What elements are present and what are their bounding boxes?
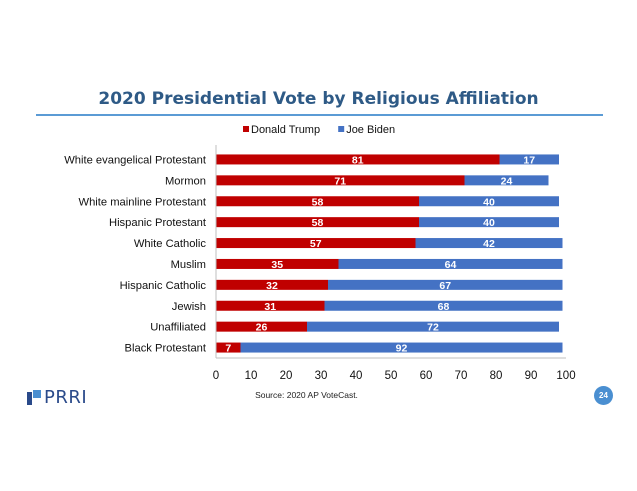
data-label: 35 bbox=[271, 259, 283, 271]
x-tick-label: 60 bbox=[420, 370, 433, 382]
logo-text: PRRI bbox=[44, 387, 88, 408]
data-label: 26 bbox=[256, 322, 268, 334]
category-label: Black Protestant bbox=[125, 343, 207, 355]
data-label: 68 bbox=[438, 301, 450, 313]
x-tick-label: 90 bbox=[525, 370, 538, 382]
bar-segment bbox=[216, 238, 416, 249]
x-tick-label: 70 bbox=[455, 370, 468, 382]
bar-segment bbox=[324, 300, 563, 311]
bar-segment bbox=[240, 342, 563, 353]
bar-segment bbox=[307, 321, 559, 332]
bar-segment bbox=[216, 196, 419, 207]
category-label: Mormon bbox=[165, 175, 206, 187]
legend-label: Joe Biden bbox=[346, 124, 395, 136]
bar-segment bbox=[419, 196, 559, 207]
data-label: 58 bbox=[312, 217, 324, 229]
bar-segment bbox=[216, 217, 419, 228]
x-tick-label: 100 bbox=[556, 370, 575, 382]
category-label: Hispanic Catholic bbox=[120, 280, 207, 292]
x-tick-label: 40 bbox=[350, 370, 363, 382]
prri-logo: PRRI bbox=[27, 387, 87, 408]
legend-swatch bbox=[243, 126, 249, 132]
data-label: 57 bbox=[310, 238, 322, 250]
data-label: 67 bbox=[439, 280, 451, 292]
category-label: Hispanic Protestant bbox=[109, 217, 207, 229]
bar-segment bbox=[499, 154, 559, 165]
category-label: Unaffiliated bbox=[150, 322, 206, 334]
legend-label: Donald Trump bbox=[251, 124, 320, 136]
data-label: 40 bbox=[483, 217, 495, 229]
title-divider bbox=[36, 114, 603, 116]
bar-segment bbox=[216, 279, 328, 290]
x-tick-label: 20 bbox=[280, 370, 293, 382]
x-tick-label: 10 bbox=[245, 370, 258, 382]
data-label: 42 bbox=[483, 238, 495, 250]
bar-segment bbox=[216, 258, 339, 269]
category-label: Jewish bbox=[172, 301, 206, 313]
prri-logo-icon bbox=[27, 389, 41, 405]
bar-segment bbox=[216, 175, 465, 186]
data-label: 40 bbox=[483, 196, 495, 208]
bar-segment bbox=[338, 258, 563, 269]
x-tick-label: 50 bbox=[385, 370, 398, 382]
x-tick-label: 0 bbox=[213, 370, 219, 382]
bar-segment bbox=[216, 154, 500, 165]
data-label: 31 bbox=[264, 301, 276, 313]
category-label: White evangelical Protestant bbox=[64, 154, 207, 166]
bar-segment bbox=[419, 217, 559, 228]
category-label: White mainline Protestant bbox=[79, 196, 207, 208]
bar-segment bbox=[328, 279, 563, 290]
bar-segment bbox=[216, 300, 325, 311]
category-label: White Catholic bbox=[134, 238, 207, 250]
source-note: Source: 2020 AP VoteCast. bbox=[255, 390, 358, 400]
data-label: 58 bbox=[312, 196, 324, 208]
data-label: 81 bbox=[352, 154, 364, 166]
bar-segment bbox=[216, 321, 307, 332]
bar-segment bbox=[216, 342, 241, 353]
data-label: 72 bbox=[427, 322, 439, 334]
data-label: 64 bbox=[445, 259, 457, 271]
x-tick-label: 30 bbox=[315, 370, 328, 382]
data-label: 7 bbox=[225, 343, 231, 355]
bar-segment bbox=[464, 175, 549, 186]
page-number-badge: 24 bbox=[594, 386, 613, 405]
chart-title: 2020 Presidential Vote by Religious Affi… bbox=[98, 89, 539, 109]
data-label: 17 bbox=[523, 154, 535, 166]
x-tick-label: 80 bbox=[490, 370, 503, 382]
data-label: 32 bbox=[266, 280, 278, 292]
bar-segment bbox=[415, 238, 563, 249]
data-label: 24 bbox=[501, 175, 513, 187]
data-label: 71 bbox=[334, 175, 346, 187]
category-label: Muslim bbox=[171, 259, 206, 271]
legend-swatch bbox=[338, 126, 345, 132]
data-label: 92 bbox=[396, 343, 408, 355]
